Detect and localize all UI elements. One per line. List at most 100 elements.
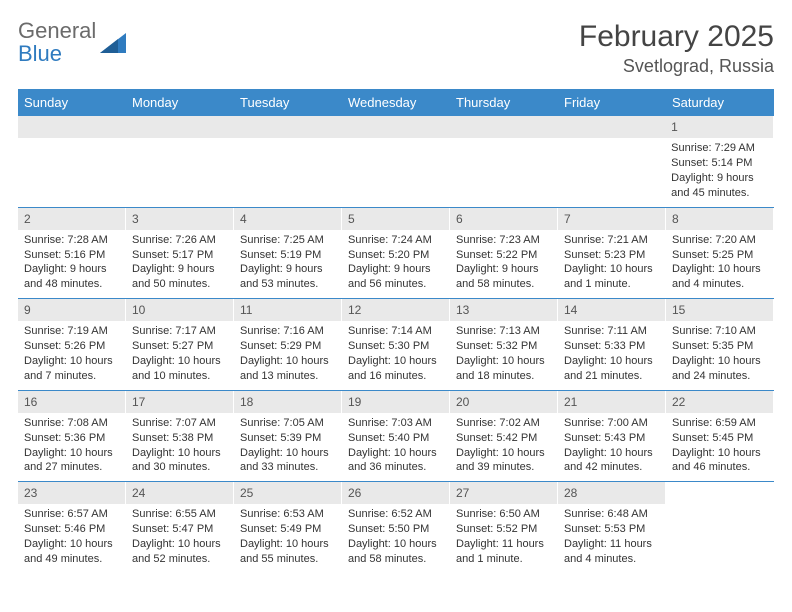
day-number: 28: [558, 482, 665, 504]
daylight-text-1: Daylight: 10 hours: [672, 354, 767, 369]
sunset-text: Sunset: 5:25 PM: [672, 248, 767, 263]
sunrise-text: Sunrise: 7:26 AM: [132, 233, 227, 248]
sunrise-text: Sunrise: 6:50 AM: [456, 507, 551, 522]
sunrise-text: Sunrise: 7:05 AM: [240, 416, 335, 431]
calendar-day: 15Sunrise: 7:10 AMSunset: 5:35 PMDayligh…: [666, 299, 774, 390]
daylight-text-1: Daylight: 10 hours: [132, 354, 227, 369]
sunrise-text: Sunrise: 7:16 AM: [240, 324, 335, 339]
calendar-day: 3Sunrise: 7:26 AMSunset: 5:17 PMDaylight…: [126, 208, 234, 299]
daylight-text-2: and 27 minutes.: [24, 460, 119, 475]
day-details: Sunrise: 6:59 AMSunset: 5:45 PMDaylight:…: [666, 413, 773, 481]
sunrise-text: Sunrise: 7:07 AM: [132, 416, 227, 431]
sunset-text: Sunset: 5:19 PM: [240, 248, 335, 263]
daylight-text-1: Daylight: 11 hours: [456, 537, 551, 552]
title-block: February 2025 Svetlograd, Russia: [579, 20, 774, 77]
sunset-text: Sunset: 5:47 PM: [132, 522, 227, 537]
day-number: 11: [234, 299, 341, 321]
daylight-text-2: and 52 minutes.: [132, 552, 227, 567]
sunrise-text: Sunrise: 6:53 AM: [240, 507, 335, 522]
sunrise-text: Sunrise: 7:03 AM: [348, 416, 443, 431]
calendar-day-empty: [666, 482, 774, 573]
sunset-text: Sunset: 5:14 PM: [671, 156, 767, 171]
day-details: Sunrise: 7:02 AMSunset: 5:42 PMDaylight:…: [450, 413, 557, 481]
day-number: 20: [450, 391, 557, 413]
calendar-week: 2Sunrise: 7:28 AMSunset: 5:16 PMDaylight…: [18, 207, 774, 299]
sunrise-text: Sunrise: 7:11 AM: [564, 324, 659, 339]
sunset-text: Sunset: 5:36 PM: [24, 431, 119, 446]
sunrise-text: Sunrise: 7:14 AM: [348, 324, 443, 339]
sunrise-text: Sunrise: 7:00 AM: [564, 416, 659, 431]
daylight-text-2: and 1 minute.: [564, 277, 659, 292]
weekday-header: Saturday: [666, 89, 774, 116]
day-details: Sunrise: 6:50 AMSunset: 5:52 PMDaylight:…: [450, 504, 557, 572]
day-number: 14: [558, 299, 665, 321]
day-details: Sunrise: 7:03 AMSunset: 5:40 PMDaylight:…: [342, 413, 449, 481]
daylight-text-2: and 10 minutes.: [132, 369, 227, 384]
sunrise-text: Sunrise: 7:25 AM: [240, 233, 335, 248]
daylight-text-2: and 53 minutes.: [240, 277, 335, 292]
calendar-page: General Blue February 2025 Svetlograd, R…: [0, 0, 792, 583]
daylight-text-2: and 4 minutes.: [672, 277, 767, 292]
sunset-text: Sunset: 5:16 PM: [24, 248, 119, 263]
daylight-text-2: and 48 minutes.: [24, 277, 119, 292]
weekday-header: Thursday: [450, 89, 558, 116]
sunrise-text: Sunrise: 7:28 AM: [24, 233, 119, 248]
day-details: Sunrise: 6:52 AMSunset: 5:50 PMDaylight:…: [342, 504, 449, 572]
day-details: Sunrise: 6:55 AMSunset: 5:47 PMDaylight:…: [126, 504, 233, 572]
day-number: 17: [126, 391, 233, 413]
calendar-day: 26Sunrise: 6:52 AMSunset: 5:50 PMDayligh…: [342, 482, 450, 573]
sunrise-text: Sunrise: 6:55 AM: [132, 507, 227, 522]
calendar-week: 9Sunrise: 7:19 AMSunset: 5:26 PMDaylight…: [18, 298, 774, 390]
daylight-text-1: Daylight: 10 hours: [240, 354, 335, 369]
day-number: 1: [665, 116, 773, 138]
empty-day-strip: [18, 116, 665, 138]
day-details: Sunrise: 7:05 AMSunset: 5:39 PMDaylight:…: [234, 413, 341, 481]
day-details: Sunrise: 7:16 AMSunset: 5:29 PMDaylight:…: [234, 321, 341, 389]
day-details: Sunrise: 7:10 AMSunset: 5:35 PMDaylight:…: [666, 321, 773, 389]
day-details: Sunrise: 7:08 AMSunset: 5:36 PMDaylight:…: [18, 413, 125, 481]
sunrise-text: Sunrise: 7:19 AM: [24, 324, 119, 339]
sunset-text: Sunset: 5:38 PM: [132, 431, 227, 446]
day-number: 6: [450, 208, 557, 230]
sunrise-text: Sunrise: 7:23 AM: [456, 233, 551, 248]
sunrise-text: Sunrise: 7:24 AM: [348, 233, 443, 248]
day-details: Sunrise: 7:20 AMSunset: 5:25 PMDaylight:…: [666, 230, 773, 298]
calendar-day: 13Sunrise: 7:13 AMSunset: 5:32 PMDayligh…: [450, 299, 558, 390]
sunrise-text: Sunrise: 7:08 AM: [24, 416, 119, 431]
daylight-text-1: Daylight: 10 hours: [240, 446, 335, 461]
calendar-day: 27Sunrise: 6:50 AMSunset: 5:52 PMDayligh…: [450, 482, 558, 573]
calendar-day: 28Sunrise: 6:48 AMSunset: 5:53 PMDayligh…: [558, 482, 666, 573]
calendar-week: 1Sunrise: 7:29 AMSunset: 5:14 PMDaylight…: [18, 116, 774, 207]
calendar-day: 6Sunrise: 7:23 AMSunset: 5:22 PMDaylight…: [450, 208, 558, 299]
day-details: Sunrise: 7:00 AMSunset: 5:43 PMDaylight:…: [558, 413, 665, 481]
daylight-text-2: and 7 minutes.: [24, 369, 119, 384]
daylight-text-1: Daylight: 10 hours: [456, 354, 551, 369]
logo: General Blue: [18, 20, 126, 66]
day-details: Sunrise: 7:26 AMSunset: 5:17 PMDaylight:…: [126, 230, 233, 298]
day-details: Sunrise: 7:23 AMSunset: 5:22 PMDaylight:…: [450, 230, 557, 298]
sunrise-text: Sunrise: 7:13 AM: [456, 324, 551, 339]
day-number: 18: [234, 391, 341, 413]
calendar-day: 7Sunrise: 7:21 AMSunset: 5:23 PMDaylight…: [558, 208, 666, 299]
location-subtitle: Svetlograd, Russia: [579, 56, 774, 77]
sunset-text: Sunset: 5:42 PM: [456, 431, 551, 446]
sunrise-text: Sunrise: 7:17 AM: [132, 324, 227, 339]
daylight-text-1: Daylight: 9 hours: [240, 262, 335, 277]
day-number: 24: [126, 482, 233, 504]
day-details: Sunrise: 7:07 AMSunset: 5:38 PMDaylight:…: [126, 413, 233, 481]
calendar-day: 2Sunrise: 7:28 AMSunset: 5:16 PMDaylight…: [18, 208, 126, 299]
daylight-text-1: Daylight: 10 hours: [456, 446, 551, 461]
day-number: 27: [450, 482, 557, 504]
sunset-text: Sunset: 5:35 PM: [672, 339, 767, 354]
calendar-day: 22Sunrise: 6:59 AMSunset: 5:45 PMDayligh…: [666, 391, 774, 482]
sunrise-text: Sunrise: 7:10 AM: [672, 324, 767, 339]
day-number: 12: [342, 299, 449, 321]
weekday-header: Wednesday: [342, 89, 450, 116]
sunrise-text: Sunrise: 6:52 AM: [348, 507, 443, 522]
logo-word1: General: [18, 18, 96, 43]
daylight-text-1: Daylight: 10 hours: [672, 446, 767, 461]
calendar-day: 9Sunrise: 7:19 AMSunset: 5:26 PMDaylight…: [18, 299, 126, 390]
weekday-header: Friday: [558, 89, 666, 116]
day-number: 23: [18, 482, 125, 504]
daylight-text-2: and 18 minutes.: [456, 369, 551, 384]
